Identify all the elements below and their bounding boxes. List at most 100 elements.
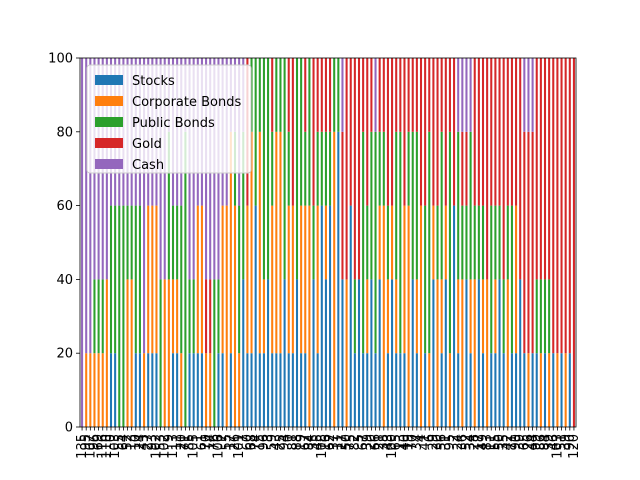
bar-segment (300, 353, 303, 427)
bar-segment (122, 205, 125, 427)
legend-box (86, 64, 252, 174)
y-tick-label: 20 (56, 347, 73, 362)
x-tick-label: 40 (397, 434, 412, 451)
bar-segment (209, 353, 212, 427)
x-tick-label: 60 (240, 434, 255, 451)
legend-label: Public Bonds (132, 116, 215, 131)
bar-segment (498, 205, 501, 280)
bar-segment (453, 58, 456, 206)
bar-segment (490, 205, 493, 354)
bar-segment (473, 205, 476, 280)
bar-segment (93, 353, 96, 427)
bar-segment (415, 58, 418, 132)
bar-segment (304, 205, 307, 354)
bar-segment (386, 58, 389, 206)
bar-segment (357, 58, 361, 280)
bar-segment (337, 131, 340, 428)
bar-segment (391, 58, 394, 206)
bar-segment (329, 58, 332, 132)
x-tick-label: 70 (406, 434, 421, 451)
x-tick-label: 90 (563, 434, 578, 451)
bar-segment (552, 353, 555, 427)
bar-segment (440, 353, 443, 427)
bar-segment (341, 131, 344, 280)
bar-segment (287, 58, 290, 132)
x-tick-label: 17 (472, 434, 487, 451)
bar-segment (320, 205, 323, 427)
x-tick-label: 11 (484, 434, 499, 451)
x-tick-label: 39 (513, 434, 528, 451)
bar-segment (395, 131, 398, 280)
bar-segment (539, 353, 542, 427)
x-tick-label: 55 (112, 434, 127, 451)
bar-segment (275, 131, 278, 354)
legend-label: Stocks (132, 74, 175, 89)
bar-segment (275, 353, 278, 427)
bar-segment (506, 279, 509, 427)
y-tick-label: 0 (65, 421, 73, 436)
x-axis-ticks: 1359510796691161100103556452131024432793… (75, 427, 582, 459)
bar-segment (366, 58, 369, 206)
bar-segment (300, 58, 303, 206)
bar-segment (411, 279, 414, 427)
x-tick-label: 5 (352, 434, 367, 442)
bar-segment (448, 58, 451, 132)
x-tick-label: 88 (290, 434, 305, 451)
bar-segment (114, 353, 117, 427)
x-tick-label: 93 (145, 434, 160, 451)
bar-segment (291, 353, 294, 427)
bar-segment (564, 58, 567, 354)
bar-segment (465, 205, 468, 280)
bar-segment (308, 205, 311, 427)
x-tick-label: 11 (170, 434, 185, 451)
x-tick-label: 17 (224, 434, 239, 451)
bar-segment (196, 205, 199, 354)
x-tick-label: 38 (377, 434, 392, 451)
x-tick-label: 96 (257, 434, 272, 451)
bar-segment (271, 131, 274, 206)
bar-segment (477, 205, 480, 280)
x-tick-label: 120 (567, 434, 582, 459)
x-tick-label: 6 (422, 434, 437, 442)
bar-segment (407, 58, 410, 132)
x-tick-label: 56 (435, 434, 450, 451)
bar-segment (498, 279, 501, 427)
x-tick-label: 70 (199, 434, 214, 451)
x-tick-label: 85 (183, 434, 198, 451)
bar-segment (543, 279, 547, 354)
bar-segment (428, 58, 431, 132)
bar-segment (159, 279, 162, 427)
x-tick-label: 0 (104, 434, 119, 442)
bar-segment (502, 353, 505, 427)
x-tick-label: 36 (455, 434, 470, 451)
x-tick-label: 39 (559, 434, 574, 451)
bar-segment (440, 58, 443, 132)
bar-segment (134, 205, 137, 354)
bar-segment (490, 58, 493, 206)
x-tick-label: 59 (265, 434, 280, 451)
bar-segment (97, 353, 100, 427)
x-tick-label: 75 (344, 434, 359, 451)
x-tick-label: 2 (447, 434, 462, 442)
bar-segment (424, 58, 427, 206)
bar-segment (200, 205, 203, 354)
bar-segment (291, 205, 294, 354)
bar-segment (304, 131, 307, 206)
bar-segment (399, 131, 402, 354)
bar-segment (155, 353, 158, 427)
bar-segment (453, 205, 456, 427)
x-tick-label: 95 (79, 434, 94, 451)
bar-segment (333, 58, 336, 132)
bar-segment (353, 279, 356, 354)
bar-segment (287, 131, 290, 206)
legend-swatch (95, 138, 123, 148)
bar-segment (564, 353, 567, 427)
x-tick-label: 84 (302, 434, 317, 451)
bar-segment (481, 58, 485, 206)
bar-segment (370, 279, 373, 427)
bar-segment (126, 279, 129, 427)
x-tick-label: 67 (298, 434, 313, 451)
y-tick-label: 60 (56, 199, 73, 214)
bar-segment (93, 279, 96, 354)
bar-segment (205, 353, 208, 427)
